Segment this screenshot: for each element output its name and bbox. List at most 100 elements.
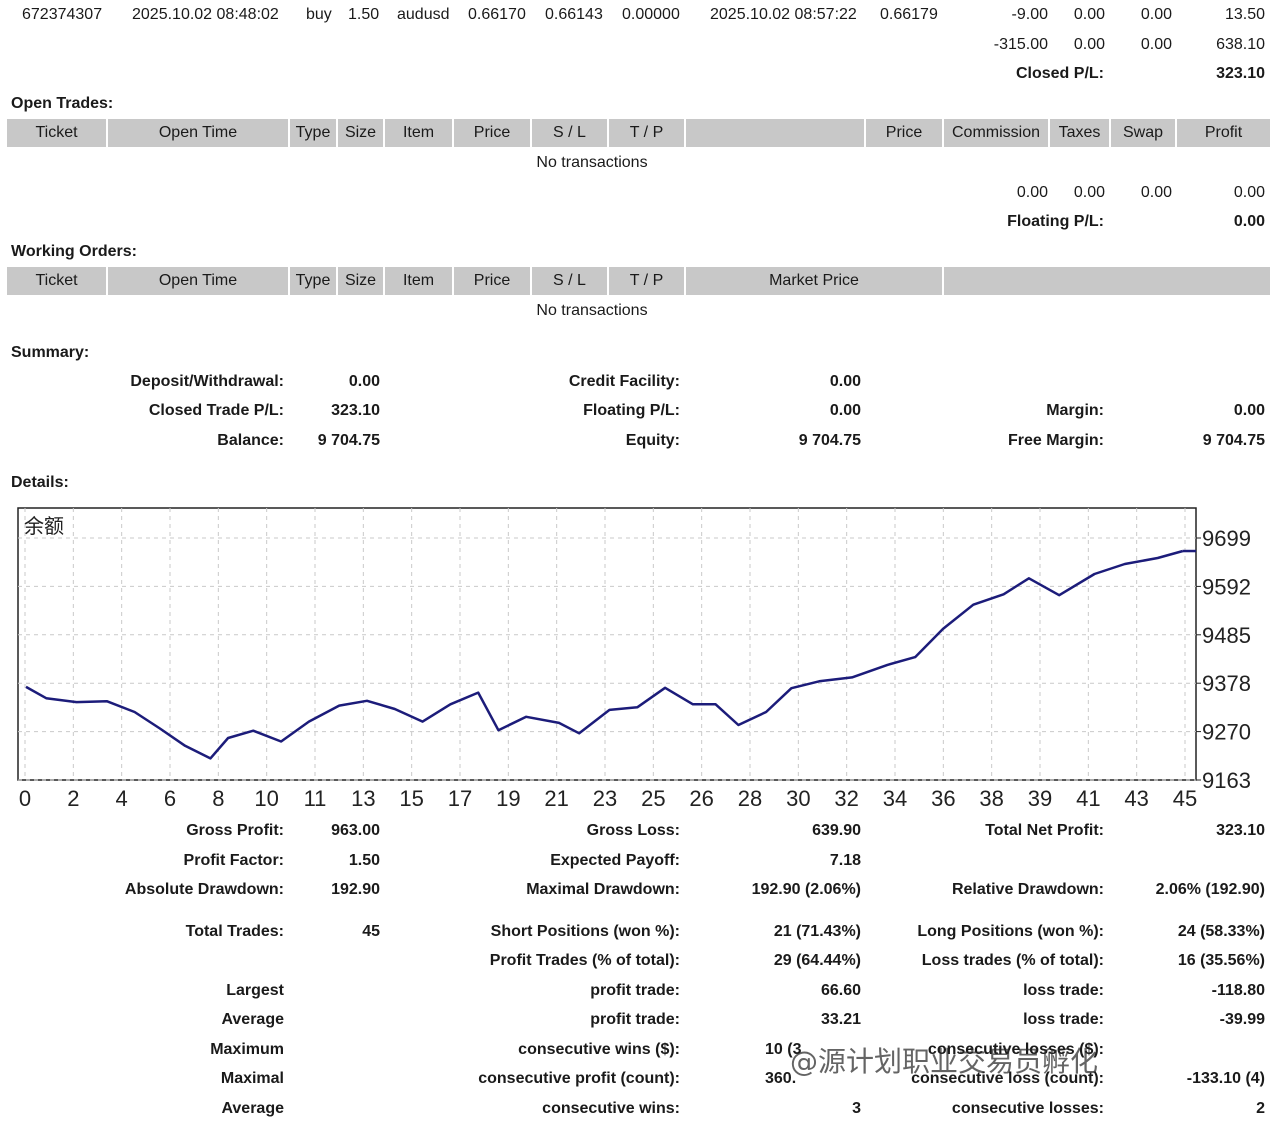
col-sl[interactable]: S / L	[532, 119, 609, 147]
wo-col-ticket[interactable]: Ticket	[7, 267, 108, 295]
deposit-value: 0.00	[348, 373, 380, 390]
short-positions-value: 21 (71.43%)	[773, 923, 861, 940]
col-ticket[interactable]: Ticket	[7, 119, 108, 147]
closed-trade-commission: -9.00	[1011, 6, 1048, 23]
closed-trade-price: 0.66170	[468, 6, 526, 23]
x-tick-label: 8	[212, 786, 224, 811]
x-tick-label: 15	[399, 786, 423, 811]
col-type[interactable]: Type	[290, 119, 338, 147]
avg-cons-wins-label: consecutive wins:	[542, 1100, 680, 1117]
floating-pl-label: Floating P/L:	[1007, 213, 1104, 230]
max-cons-wins-label: consecutive wins ($):	[518, 1041, 680, 1058]
max-cons-loss-label: consecutive losses ($):	[927, 1041, 1104, 1058]
chart-grid	[18, 508, 1196, 781]
working-orders-empty: No transactions	[536, 302, 648, 319]
x-tick-label: 0	[19, 786, 31, 811]
wo-col-size[interactable]: Size	[338, 267, 385, 295]
maximal-label: Maximal	[220, 1070, 284, 1087]
largest-profit-label: profit trade:	[590, 982, 680, 999]
maximal-cons-loss-value: -133.10 (4)	[1186, 1070, 1265, 1087]
profit-factor-value: 1.50	[348, 852, 380, 869]
largest-label: Largest	[226, 982, 284, 999]
wo-col-item[interactable]: Item	[385, 267, 454, 295]
balance-series-line	[25, 549, 1184, 760]
open-total-swap: 0.00	[1140, 184, 1172, 201]
maximal-cons-profit-value: 360.	[765, 1070, 797, 1087]
x-tick-label: 34	[883, 786, 907, 811]
closed-trade-tp: 0.00000	[622, 6, 680, 23]
col-profit[interactable]: Profit	[1204, 124, 1243, 141]
average-label: Average	[221, 1011, 284, 1028]
col-size[interactable]: Size	[338, 119, 385, 147]
closed-total-taxes: 0.00	[1073, 36, 1105, 53]
closed-trade-taxes: 0.00	[1073, 6, 1105, 23]
chart-title: 余额	[24, 514, 64, 538]
loss-trades-value: 16 (35.56%)	[1177, 952, 1265, 969]
floating-pl-value: 0.00	[1233, 213, 1265, 230]
closed-trade-profit: 13.50	[1224, 6, 1265, 23]
gross-loss-value: 639.90	[812, 822, 861, 839]
y-tick-label: 9378	[1202, 671, 1251, 696]
abs-drawdown-label: Absolute Drawdown:	[124, 881, 284, 898]
closed-total-commission: -315.00	[993, 36, 1048, 53]
summary-title: Summary:	[11, 344, 90, 361]
watermark: @源计划职业交易员孵化	[790, 1045, 1099, 1078]
col-tp[interactable]: T / P	[609, 119, 686, 147]
wo-col-market-price[interactable]: Market Price	[686, 267, 944, 295]
wo-col-open-time[interactable]: Open Time	[108, 267, 290, 295]
x-tick-label: 41	[1076, 786, 1100, 811]
y-tick-label: 9270	[1202, 720, 1251, 745]
working-orders-title: Working Orders:	[11, 243, 137, 260]
x-tick-label: 45	[1173, 786, 1197, 811]
margin-value: 0.00	[1233, 402, 1265, 419]
x-tick-label: 36	[931, 786, 955, 811]
x-tick-label: 17	[448, 786, 472, 811]
working-orders-header: Ticket Open Time Type Size Item Price S …	[7, 267, 1270, 295]
closed-pl-label: Closed P/L:	[1015, 65, 1104, 82]
wo-col-tp[interactable]: T / P	[609, 267, 686, 295]
col-commission[interactable]: Commission	[944, 119, 1050, 147]
expected-payoff-value: 7.18	[829, 852, 861, 869]
x-tick-label: 21	[544, 786, 568, 811]
total-net-profit-value: 323.10	[1216, 822, 1265, 839]
average-profit-label: profit trade:	[590, 1011, 680, 1028]
col-blank	[686, 119, 866, 147]
balance-chart-svg: 9699 9592 9485 9378 9270 9163 0 2 4 6 8 10 11 13 15 17 1…	[17, 507, 1251, 811]
closed-trade-close-price: 0.66179	[880, 6, 938, 23]
col-swap[interactable]: Swap	[1111, 119, 1177, 147]
x-tick-label: 30	[786, 786, 810, 811]
open-total-profit: 0.00	[1233, 184, 1265, 201]
equity-label: Equity:	[625, 432, 680, 449]
wo-col-blank	[944, 267, 1270, 295]
total-trades-label: Total Trades:	[185, 923, 284, 940]
col-item[interactable]: Item	[385, 119, 454, 147]
largest-profit-value: 66.60	[820, 982, 861, 999]
profit-trades-value: 29 (64.44%)	[773, 952, 861, 969]
x-tick-label: 43	[1124, 786, 1148, 811]
col-price[interactable]: Price	[454, 119, 532, 147]
x-tick-label: 11	[304, 786, 327, 811]
y-tick-label: 9163	[1202, 768, 1251, 793]
closed-trade-swap: 0.00	[1140, 6, 1172, 23]
closed-total-swap: 0.00	[1140, 36, 1172, 53]
total-net-profit-label: Total Net Profit:	[985, 822, 1104, 839]
closed-trade-close-time: 2025.10.02 08:57:22	[710, 6, 857, 23]
long-positions-label: Long Positions (won %):	[917, 923, 1104, 940]
loss-trades-label: Loss trades (% of total):	[921, 952, 1104, 969]
profit-trades-label: Profit Trades (% of total):	[489, 952, 680, 969]
wo-col-type[interactable]: Type	[290, 267, 338, 295]
y-tick-label: 9592	[1202, 574, 1251, 599]
x-tick-label: 19	[496, 786, 520, 811]
profit-factor-label: Profit Factor:	[183, 852, 284, 869]
col-close-price[interactable]: Price	[866, 119, 944, 147]
x-tick-label: 6	[164, 786, 176, 811]
wo-col-sl[interactable]: S / L	[532, 267, 609, 295]
wo-col-price[interactable]: Price	[454, 267, 532, 295]
x-tick-label: 39	[1028, 786, 1052, 811]
x-tick-label: 4	[116, 786, 128, 811]
col-open-time[interactable]: Open Time	[108, 119, 290, 147]
gross-profit-label: Gross Profit:	[186, 822, 284, 839]
equity-value: 9 704.75	[798, 432, 861, 449]
col-taxes[interactable]: Taxes	[1050, 119, 1111, 147]
closed-trade-type: buy	[306, 6, 332, 23]
